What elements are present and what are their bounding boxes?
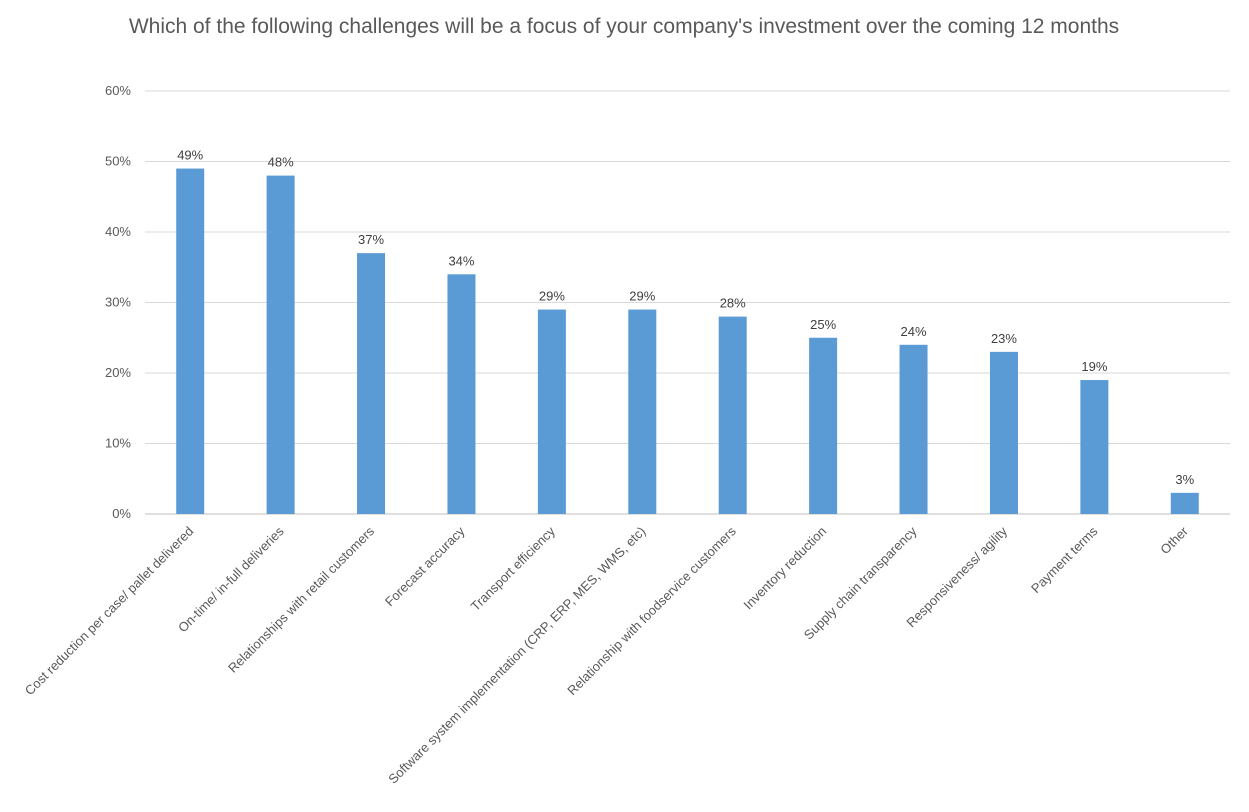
bar [989,351,1018,514]
bar [447,274,476,514]
y-tick-label: 30% [105,295,131,310]
y-tick-label: 50% [105,154,131,169]
y-tick-label: 40% [105,224,131,239]
data-label: 3% [1175,472,1194,487]
chart-title: Which of the following challenges will b… [128,15,1120,38]
gridlines [145,90,1230,515]
data-label: 25% [810,317,836,332]
x-tick-label: Payment terms [1028,523,1101,596]
y-tick-label: 10% [105,436,131,451]
bar [176,168,205,515]
data-label: 48% [268,155,294,170]
data-label: 29% [539,289,565,304]
x-axis: Cost reduction per case/ pallet delivere… [22,523,1192,787]
x-tick-label: Cost reduction per case/ pallet delivere… [22,524,197,699]
data-label: 19% [1081,359,1107,374]
y-axis: 0% 10% 20% 30% 40% 50% 60% [105,83,131,521]
x-tick-label: Relationship with foodservice customers [564,523,739,698]
y-tick-label: 20% [105,365,131,380]
data-label: 23% [991,331,1017,346]
bar [1170,492,1199,514]
x-tick-label: Forecast accuracy [382,523,468,609]
bar [537,309,566,514]
bar [718,316,747,514]
data-label: 29% [629,289,655,304]
data-label: 34% [448,253,474,268]
bar [809,337,838,514]
x-tick-label: Relationships with retail customers [225,523,377,675]
x-tick-label: Responsiveness/ agility [903,523,1010,630]
x-tick-label: Other [1157,523,1191,557]
y-tick-label: 0% [112,506,131,521]
data-labels: 49% 48% 37% 34% 29% 29% 28% 25% 24% 23% 19% 3% [177,148,1194,487]
data-label: 28% [720,296,746,311]
bar [266,175,295,514]
x-tick-label: Inventory reduction [740,524,829,613]
y-tick-label: 60% [105,83,131,98]
bars [176,168,1199,515]
data-label: 24% [901,324,927,339]
data-label: 49% [177,148,203,163]
x-tick-label: Transport efficiency [468,523,559,614]
bar [1080,380,1109,514]
bar [357,253,386,514]
bar [899,344,928,514]
bar [628,309,657,514]
data-label: 37% [358,232,384,247]
